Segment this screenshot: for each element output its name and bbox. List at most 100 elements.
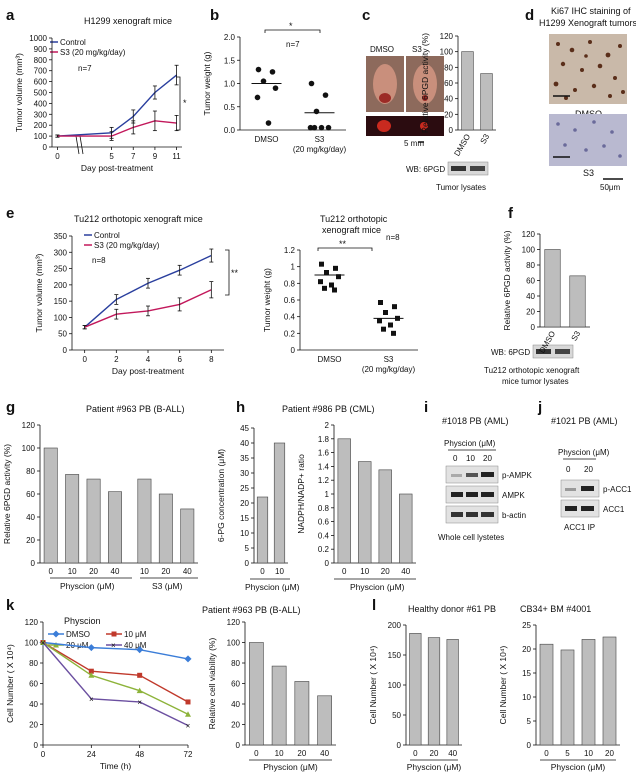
l2-y-tick-label: 10 [522, 693, 531, 702]
panel-letter-g: g [6, 399, 15, 416]
k1-y-label: Cell Number ( X 10⁴) [5, 644, 15, 723]
panel-i-band-pampk-20 [481, 472, 494, 477]
l2-y-tick-label: 20 [522, 645, 531, 654]
e-y-tick-label: 200 [54, 281, 68, 290]
legend-marker-40: × [111, 641, 116, 650]
c-y-tick-label: 40 [444, 95, 453, 104]
panel-f-band-dmso [536, 349, 551, 354]
b-point [260, 78, 267, 84]
h1-y-label: 6-PG concentration (μM) [216, 449, 226, 542]
a-y-tick-label: 1000 [29, 34, 47, 43]
b-point [307, 124, 314, 131]
k1-x-tick-label: 72 [184, 750, 193, 759]
panel-e-right-title-1: Tu212 orthotopic [320, 214, 388, 224]
b-y-tick-label: 1.5 [224, 56, 236, 65]
panel-a-legend-s3: S3 (20 mg/kg/day) [60, 48, 126, 57]
a-y-tick-label: 800 [34, 56, 48, 65]
panel-d-scale: 50μm [600, 183, 621, 192]
k1-y-tick-label: 0 [34, 741, 39, 750]
panel-c-wb-label: WB: 6PGD [406, 165, 445, 174]
a-y-tick-label: 100 [34, 132, 48, 141]
g-y-tick-label: 100 [22, 444, 36, 453]
e2-point [336, 274, 341, 280]
k1-point [184, 655, 192, 663]
b-point [313, 108, 320, 115]
h2-y-tick-label: 0.8 [318, 504, 330, 513]
a-x-tick-label: 7 [131, 152, 136, 161]
h1-bar [256, 496, 269, 564]
e-y-tick-label: 300 [54, 248, 68, 257]
k1-y-tick-label: 40 [29, 700, 38, 709]
g-y-tick-label: 40 [26, 513, 35, 522]
h2-y-tick-label: 1.2 [318, 476, 330, 485]
e2-y-tick-label: 0.6 [284, 296, 296, 305]
h1-y-tick-label: 20 [240, 499, 249, 508]
f-y-tick-label: 60 [526, 277, 535, 286]
h2-y-tick-label: 1.6 [318, 449, 330, 458]
ihc-s3-nuclei [556, 120, 622, 158]
k2-y-tick-label: 80 [231, 659, 240, 668]
l1-y-label: Cell Number ( X 10⁴) [368, 645, 378, 724]
f-bar [544, 249, 561, 328]
h1-y-tick-label: 40 [240, 439, 249, 448]
panel-c-band-s3 [470, 166, 485, 171]
panel-a-n: n=7 [78, 64, 92, 73]
panel-e-sig-bracket [225, 249, 230, 296]
panel-letter-a: a [6, 7, 15, 24]
legend-marker-10 [111, 631, 117, 637]
b-point [322, 92, 329, 98]
a-x-tick-label: 0 [55, 152, 60, 161]
k1-y-tick-label: 120 [25, 618, 39, 627]
panel-letter-b: b [210, 7, 219, 24]
panel-b-sig-bracket [264, 29, 321, 33]
panel-j-caption: ACC1 IP [564, 523, 595, 532]
b-x-tick-label: S3 [315, 135, 325, 144]
l2-bar [560, 649, 575, 746]
k2-bar [317, 695, 332, 746]
l1-y-tick-label: 200 [388, 621, 402, 630]
l1-y-tick-label: 150 [388, 651, 402, 660]
panel-i-band-ampk-20 [481, 492, 494, 497]
legend-marker-dmso [52, 630, 60, 638]
b-y-tick-label: 0.5 [224, 103, 236, 112]
panel-j-band-label-acc1: ACC1 [603, 505, 625, 514]
panel-i-band-actin-20 [481, 512, 494, 517]
k1-x-tick-label: 0 [41, 750, 46, 759]
panel-i-title: #1018 PB (AML) [442, 416, 509, 426]
e2-point [329, 282, 334, 288]
k1-series-line [42, 641, 189, 660]
h2-y-tick-label: 0 [325, 559, 330, 568]
e2-point [381, 326, 386, 332]
a-y-tick-label: 0 [43, 143, 48, 152]
panel-letter-i: i [424, 399, 428, 416]
panel-b-sig: * [289, 21, 293, 31]
l2-x-tick-label: 0 [544, 749, 549, 758]
k1-x-tick-label: 24 [87, 750, 96, 759]
panel-e-legend-control: Control [94, 231, 120, 240]
a-y-label: Tumor volume (mm³) [14, 53, 24, 132]
panel-i-caption: Whole cell lystetes [438, 533, 504, 542]
h1-y-tick-label: 45 [240, 424, 249, 433]
panel-j-dose-20: 20 [584, 465, 593, 474]
l2-x-tick-label: 5 [565, 749, 570, 758]
l1-bar [446, 639, 459, 746]
a-x-tick-label: 5 [109, 152, 114, 161]
g-bar [86, 478, 101, 564]
h2-x-tick-label: 20 [381, 567, 390, 576]
k2-x-tick-label: 20 [297, 749, 306, 758]
panel-f-blot [532, 344, 574, 359]
panel-i-band-ampk-10 [466, 492, 478, 497]
c-y-tick-label: 100 [440, 48, 454, 57]
k2-y-tick-label: 40 [231, 700, 240, 709]
g-x-tick-label: 40 [111, 567, 120, 576]
e-x-tick-label: 2 [114, 355, 119, 364]
panel-e-sig: ** [231, 268, 239, 278]
b-point [311, 124, 318, 131]
k1-y-tick-label: 80 [29, 659, 38, 668]
panel-j-dose-0: 0 [566, 465, 571, 474]
k2-x-tick-label: 0 [254, 749, 259, 758]
panel-g-group2: S3 (μM) [152, 581, 183, 591]
a-x-label: Day post-treatment [81, 163, 154, 173]
b-point [265, 120, 272, 126]
e2-point [322, 285, 327, 291]
